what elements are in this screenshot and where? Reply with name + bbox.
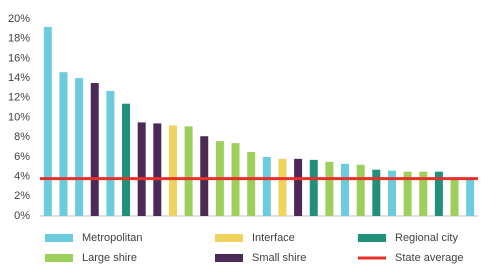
bar: [184, 126, 193, 216]
y-tick-label: 16%: [8, 52, 30, 64]
y-tick-label: 8%: [14, 131, 30, 143]
bar: [434, 171, 443, 216]
legend-swatch: [358, 234, 386, 242]
y-tick-label: 18%: [8, 33, 30, 45]
bar: [122, 103, 131, 216]
legend-label: Small shire: [252, 252, 306, 264]
bar: [59, 72, 68, 216]
bar: [75, 78, 84, 216]
bar: [387, 170, 396, 216]
legend-swatch: [45, 234, 73, 242]
bar: [278, 158, 287, 216]
legend-label: Large shire: [82, 252, 137, 264]
y-tick-label: 12%: [8, 92, 30, 104]
bar: [90, 83, 99, 217]
y-tick-label: 14%: [8, 72, 30, 84]
y-tick-label: 4%: [14, 171, 30, 183]
bar: [403, 171, 412, 216]
legend-label: State average: [395, 252, 464, 264]
legend-swatch: [215, 234, 243, 242]
legend-label: Metropolitan: [82, 232, 143, 244]
bar: [200, 136, 209, 216]
legend-swatch: [45, 254, 73, 262]
bar: [466, 177, 475, 216]
bar: [309, 159, 318, 216]
bar: [294, 158, 303, 216]
bar: [419, 171, 428, 216]
bar: [137, 122, 146, 216]
bar: [262, 156, 271, 216]
y-tick-label: 2%: [14, 190, 30, 202]
legend-swatch: [215, 254, 243, 262]
bar: [247, 151, 256, 216]
y-tick-label: 0%: [14, 210, 30, 222]
legend-label: Regional city: [395, 232, 458, 244]
bar: [341, 163, 350, 216]
bar: [450, 177, 459, 216]
bar: [356, 164, 365, 216]
bar: [168, 125, 177, 216]
y-tick-label: 20%: [8, 13, 30, 25]
y-tick-label: 10%: [8, 111, 30, 123]
legend-label: Interface: [252, 232, 295, 244]
bar: [43, 26, 52, 216]
y-tick-label: 6%: [14, 151, 30, 163]
bar: [153, 123, 162, 216]
bar: [325, 161, 334, 216]
bar: [106, 90, 115, 216]
bar: [372, 169, 381, 216]
